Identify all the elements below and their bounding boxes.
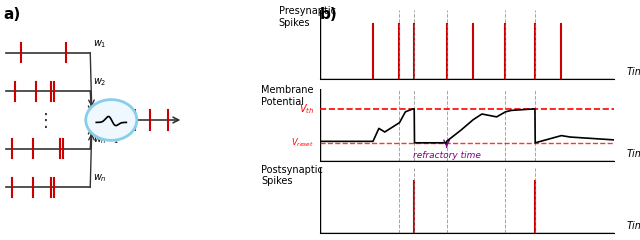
- Text: refractory time: refractory time: [413, 151, 481, 160]
- Text: $V_{th}$: $V_{th}$: [299, 102, 314, 116]
- Circle shape: [86, 100, 137, 140]
- Text: a): a): [3, 7, 20, 22]
- Text: Membrane
Potential: Membrane Potential: [261, 85, 314, 107]
- Text: $V_{reset}$: $V_{reset}$: [291, 137, 314, 149]
- Text: $w_2$: $w_2$: [93, 77, 107, 88]
- Text: $w_n$: $w_n$: [93, 173, 107, 184]
- Text: Time: Time: [626, 149, 640, 159]
- Text: $\vdots$: $\vdots$: [36, 110, 48, 130]
- Text: b): b): [320, 7, 338, 22]
- Text: Time: Time: [626, 221, 640, 231]
- Text: Postsynaptic
Spikes: Postsynaptic Spikes: [261, 165, 323, 186]
- Text: Time: Time: [626, 67, 640, 77]
- Text: $w_{n-1}$: $w_{n-1}$: [93, 134, 120, 146]
- Text: Presynaptic
Spikes: Presynaptic Spikes: [279, 6, 336, 28]
- Text: $w_1$: $w_1$: [93, 38, 107, 50]
